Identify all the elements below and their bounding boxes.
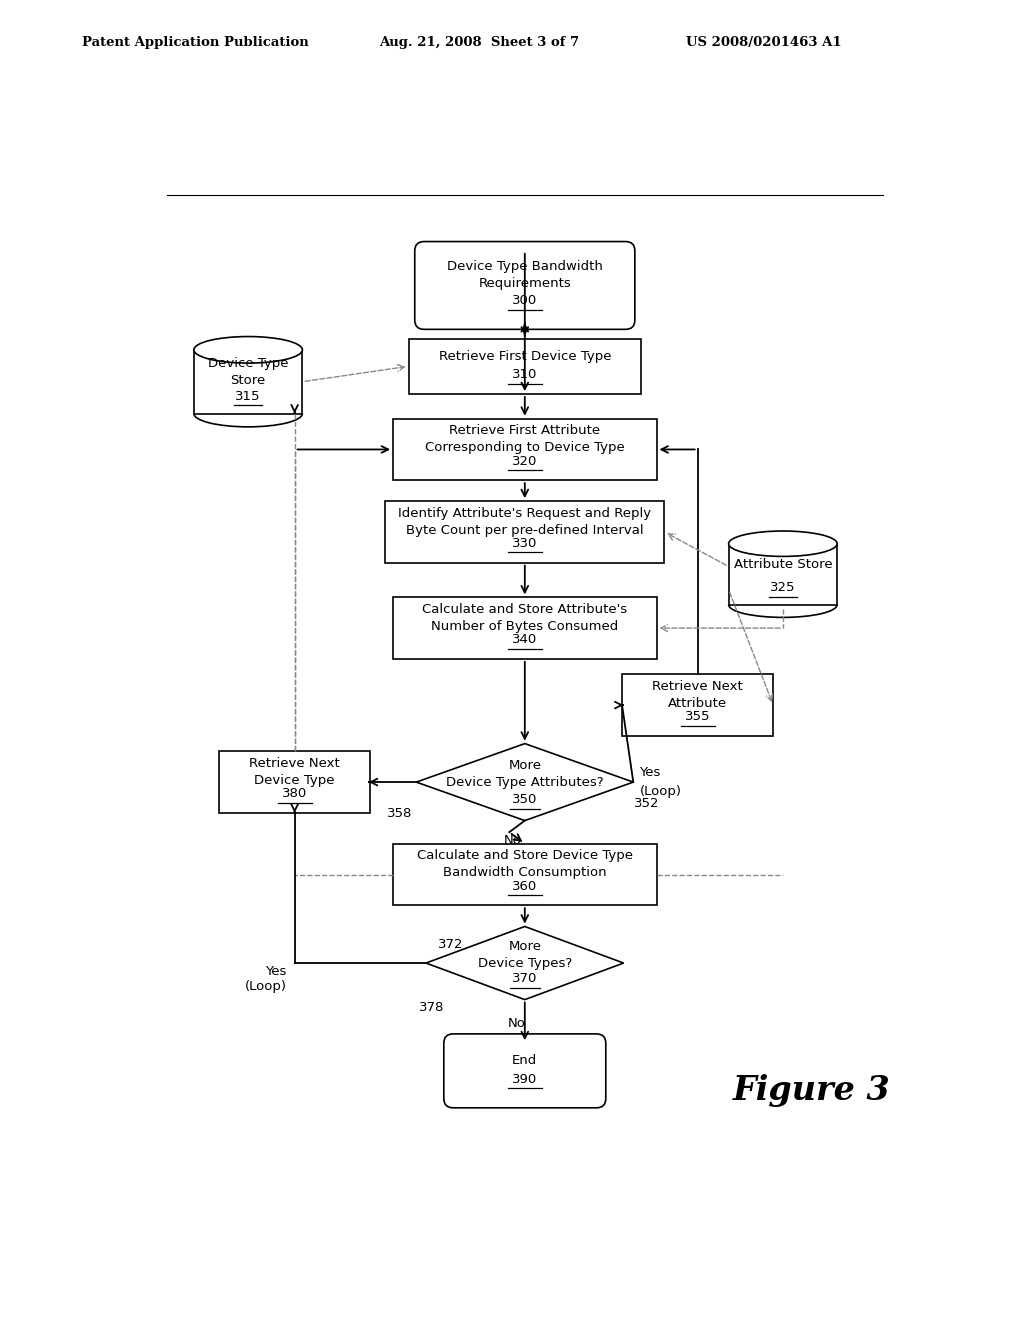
Text: 378: 378 [419, 1001, 444, 1014]
Polygon shape [426, 927, 624, 999]
Text: 340: 340 [512, 634, 538, 647]
Text: Aug. 21, 2008  Sheet 3 of 7: Aug. 21, 2008 Sheet 3 of 7 [379, 36, 579, 49]
Bar [729, 544, 838, 605]
Text: Identify Attribute's Request and Reply
Byte Count per pre-defined Interval: Identify Attribute's Request and Reply B… [398, 507, 651, 537]
Text: 380: 380 [282, 787, 307, 800]
Text: Calculate and Store Attribute's
Number of Bytes Consumed: Calculate and Store Attribute's Number o… [422, 603, 628, 634]
Text: Retrieve Next
Device Type: Retrieve Next Device Type [249, 758, 340, 787]
FancyBboxPatch shape [415, 242, 635, 329]
Text: 350: 350 [512, 793, 538, 807]
Bar [409, 339, 641, 395]
Polygon shape [417, 743, 633, 821]
Bar [393, 418, 656, 480]
Text: Calculate and Store Device Type
Bandwidth Consumption: Calculate and Store Device Type Bandwidt… [417, 850, 633, 879]
Ellipse shape [194, 337, 302, 363]
Text: 310: 310 [512, 368, 538, 381]
Text: 358: 358 [387, 807, 413, 820]
Bar [385, 502, 665, 562]
Text: End: End [512, 1055, 538, 1068]
Text: 352: 352 [634, 797, 659, 809]
Bar [194, 350, 302, 413]
Text: More
Device Type Attributes?: More Device Type Attributes? [446, 759, 603, 789]
Text: Device Type
Store: Device Type Store [208, 358, 289, 388]
FancyBboxPatch shape [443, 1034, 606, 1107]
Text: 300: 300 [512, 294, 538, 308]
Text: Yes: Yes [640, 766, 660, 779]
Text: Figure 3: Figure 3 [732, 1073, 890, 1106]
Text: 320: 320 [512, 454, 538, 467]
Ellipse shape [729, 531, 838, 557]
Text: Retrieve Next
Attribute: Retrieve Next Attribute [652, 680, 743, 710]
Text: 370: 370 [512, 973, 538, 985]
Bar [622, 675, 773, 737]
Bar [393, 597, 656, 659]
Text: Retrieve First Attribute
Corresponding to Device Type: Retrieve First Attribute Corresponding t… [425, 425, 625, 454]
Text: Device Type Bandwidth
Requirements: Device Type Bandwidth Requirements [446, 260, 603, 290]
Text: 315: 315 [236, 391, 261, 403]
Text: 372: 372 [437, 937, 463, 950]
Text: Yes: Yes [265, 965, 287, 978]
Text: Retrieve First Device Type: Retrieve First Device Type [438, 350, 611, 363]
Text: (Loop): (Loop) [640, 785, 682, 797]
Text: 325: 325 [770, 581, 796, 594]
Text: No: No [504, 834, 522, 846]
Text: More
Device Types?: More Device Types? [477, 940, 572, 970]
Text: 390: 390 [512, 1073, 538, 1086]
Text: No: No [508, 1016, 526, 1030]
Bar [393, 843, 656, 906]
Text: 360: 360 [512, 879, 538, 892]
Text: US 2008/0201463 A1: US 2008/0201463 A1 [686, 36, 842, 49]
Text: Attribute Store: Attribute Store [733, 558, 833, 572]
Text: 355: 355 [685, 710, 711, 723]
Text: 330: 330 [512, 537, 538, 550]
Text: Patent Application Publication: Patent Application Publication [82, 36, 308, 49]
Text: (Loop): (Loop) [245, 979, 287, 993]
Bar [219, 751, 371, 813]
